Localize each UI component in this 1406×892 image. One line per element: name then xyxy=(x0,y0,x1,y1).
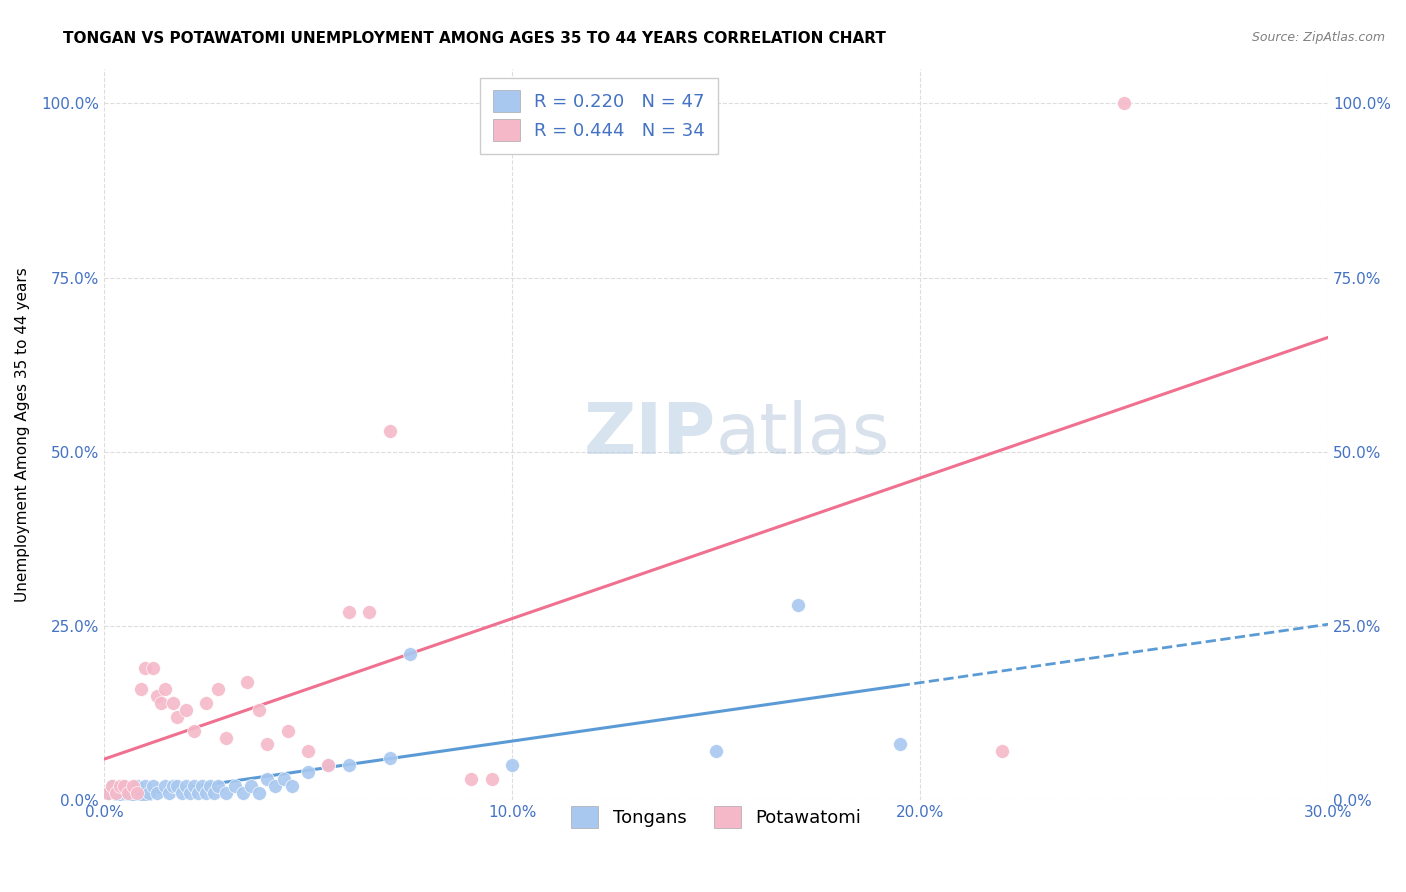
Point xyxy=(134,793,156,807)
Text: Source: ZipAtlas.com: Source: ZipAtlas.com xyxy=(1251,31,1385,45)
Point xyxy=(101,779,124,793)
Point xyxy=(157,786,180,800)
Point xyxy=(162,779,184,793)
Point xyxy=(162,696,184,710)
Point xyxy=(110,779,132,793)
Point xyxy=(138,786,160,800)
Point xyxy=(142,779,165,793)
Point xyxy=(256,738,278,752)
Point xyxy=(195,786,218,800)
Point xyxy=(207,681,229,696)
Text: TONGAN VS POTAWATOMI UNEMPLOYMENT AMONG AGES 35 TO 44 YEARS CORRELATION CHART: TONGAN VS POTAWATOMI UNEMPLOYMENT AMONG … xyxy=(63,31,886,46)
Point xyxy=(236,674,259,689)
Point xyxy=(337,758,360,772)
Point xyxy=(378,751,401,765)
Point xyxy=(224,779,246,793)
Point xyxy=(146,689,169,703)
Point xyxy=(112,779,135,793)
Point xyxy=(337,605,360,619)
Point xyxy=(232,786,254,800)
Point xyxy=(215,786,238,800)
Point xyxy=(297,765,319,780)
Point xyxy=(150,696,173,710)
Point xyxy=(297,744,319,758)
Text: ZIP: ZIP xyxy=(583,400,716,469)
Point xyxy=(121,779,143,793)
Point xyxy=(378,424,401,438)
Point xyxy=(247,786,270,800)
Point xyxy=(399,647,422,661)
Point xyxy=(277,723,299,738)
Point xyxy=(112,786,135,800)
Point xyxy=(280,779,302,793)
Text: atlas: atlas xyxy=(716,400,890,469)
Point xyxy=(990,744,1012,758)
Point xyxy=(187,786,209,800)
Point xyxy=(121,793,143,807)
Point xyxy=(97,786,120,800)
Point xyxy=(134,779,156,793)
Point xyxy=(318,758,340,772)
Point xyxy=(191,779,214,793)
Point xyxy=(129,681,152,696)
Point xyxy=(105,786,128,800)
Point xyxy=(174,703,197,717)
Point xyxy=(125,786,148,800)
Point xyxy=(142,661,165,675)
Point xyxy=(215,731,238,745)
Point xyxy=(101,779,124,793)
Point xyxy=(239,779,262,793)
Point xyxy=(97,786,120,800)
Point xyxy=(166,779,188,793)
Point xyxy=(264,779,287,793)
Point xyxy=(202,786,225,800)
Point xyxy=(273,772,295,787)
Point xyxy=(889,738,911,752)
Y-axis label: Unemployment Among Ages 35 to 44 years: Unemployment Among Ages 35 to 44 years xyxy=(15,267,30,602)
Point xyxy=(1114,96,1136,111)
Point xyxy=(501,758,523,772)
Point xyxy=(105,786,128,800)
Point xyxy=(195,696,218,710)
Point xyxy=(460,772,482,787)
Point xyxy=(125,779,148,793)
Point xyxy=(117,786,139,800)
Point xyxy=(153,681,176,696)
Point xyxy=(359,605,381,619)
Point xyxy=(153,779,176,793)
Point xyxy=(112,779,135,793)
Point xyxy=(183,723,205,738)
Point xyxy=(117,786,139,800)
Point xyxy=(704,744,727,758)
Point xyxy=(134,661,156,675)
Point xyxy=(786,598,808,612)
Point xyxy=(256,772,278,787)
Point xyxy=(247,703,270,717)
Point xyxy=(198,779,221,793)
Point xyxy=(166,709,188,723)
Point xyxy=(481,772,503,787)
Legend: Tongans, Potawatomi: Tongans, Potawatomi xyxy=(564,798,868,835)
Point xyxy=(129,786,152,800)
Point xyxy=(170,786,193,800)
Point xyxy=(174,779,197,793)
Point xyxy=(183,779,205,793)
Point xyxy=(146,786,169,800)
Point xyxy=(207,779,229,793)
Point xyxy=(110,793,132,807)
Point xyxy=(318,758,340,772)
Point xyxy=(179,786,201,800)
